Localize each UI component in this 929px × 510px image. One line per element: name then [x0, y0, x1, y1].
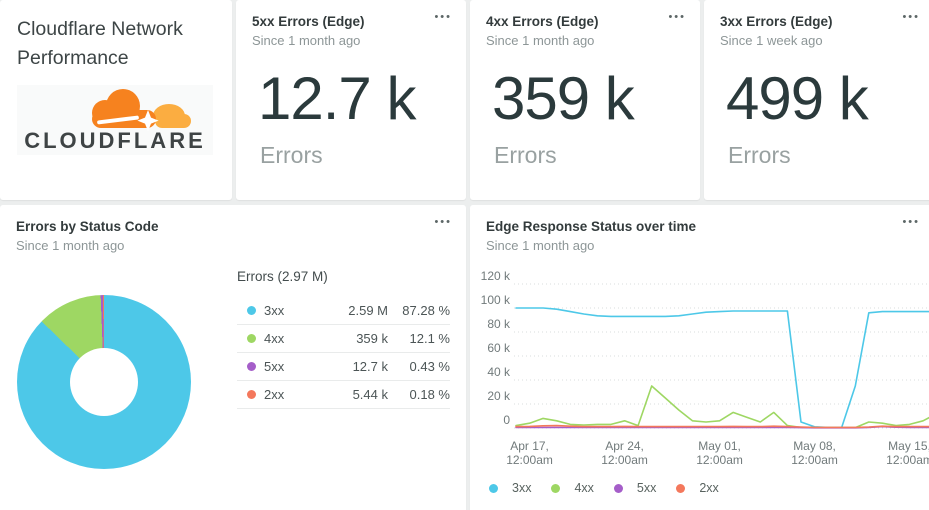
table-row-2xx: 2xx 5.44 k 0.18 %: [237, 381, 450, 409]
row-label: 3xx: [264, 303, 285, 318]
y-tick-label: 60 k: [487, 341, 511, 355]
metric-value: 359 k: [492, 65, 635, 132]
x-tick-label: 12:00am: [696, 453, 743, 467]
card-title: 3xx Errors (Edge): [720, 14, 833, 29]
x-tick-label: 12:00am: [886, 453, 929, 467]
card-title: Errors by Status Code: [16, 219, 159, 234]
metric-unit-label: Errors: [494, 142, 557, 168]
x-tick-label: Apr 17,: [510, 439, 549, 453]
card-subtitle: Since 1 month ago: [16, 238, 125, 253]
chart-legend: 3xx 4xx 5xx 2xx: [489, 481, 719, 495]
series-2xx: [515, 424, 929, 429]
y-tick-label: 120 k: [481, 269, 511, 283]
card-title: 5xx Errors (Edge): [252, 14, 365, 29]
ellipsis-menu-icon[interactable]: •••: [902, 11, 920, 23]
donut-chart[interactable]: [17, 295, 191, 469]
2xx-dot-icon: [676, 483, 686, 493]
x-tick-label: May 01,: [698, 439, 741, 453]
ellipsis-menu-icon[interactable]: •••: [668, 11, 686, 23]
legend-item-5xx[interactable]: 5xx: [613, 481, 657, 495]
y-tick-label: 100 k: [481, 293, 511, 307]
ellipsis-menu-icon[interactable]: •••: [902, 216, 920, 228]
x-tick-label: May 08,: [793, 439, 836, 453]
cloudflare-logo: CLOUDFLARE: [17, 85, 213, 155]
x-tick-label: 12:00am: [791, 453, 838, 467]
5xx-dot-icon: [247, 362, 256, 371]
x-tick-label: 12:00am: [601, 453, 648, 467]
row-label: 2xx: [264, 387, 285, 402]
legend-label: 5xx: [636, 481, 657, 495]
card-subtitle: Since 1 month ago: [486, 238, 595, 253]
metric-unit-label: Errors: [260, 142, 323, 168]
row-label: 5xx: [264, 359, 285, 374]
card-subtitle: Since 1 month ago: [486, 33, 595, 48]
x-tick-label: May 15,: [888, 439, 929, 453]
metric-value: 12.7 k: [258, 65, 416, 132]
metric-value: 499 k: [726, 65, 869, 132]
row-value: 12.7 k: [352, 359, 388, 374]
y-tick-label: 80 k: [487, 317, 511, 331]
y-tick-label: 20 k: [487, 389, 511, 403]
y-tick-label: 40 k: [487, 365, 511, 379]
x-tick-label: Apr 24,: [605, 439, 644, 453]
metric-unit-label: Errors: [728, 142, 791, 168]
legend-item-3xx[interactable]: 3xx: [489, 481, 531, 495]
ellipsis-menu-icon[interactable]: •••: [434, 216, 452, 228]
table-row-3xx: 3xx 2.59 M 87.28 %: [237, 297, 450, 325]
donut-hole: [70, 348, 138, 416]
edge-response-card: Edge Response Status over time Since 1 m…: [470, 205, 929, 510]
table-row-4xx: 4xx 359 k 12.1 %: [237, 325, 450, 353]
legend-item-2xx[interactable]: 2xx: [676, 481, 719, 495]
card-title: 4xx Errors (Edge): [486, 14, 599, 29]
3xx-dot-icon: [247, 306, 256, 315]
metric-card-5xx: 5xx Errors (Edge) Since 1 month ago ••• …: [236, 0, 466, 200]
logo-sparkle-icon: [137, 110, 159, 132]
logo-wordmark: CLOUDFLARE: [24, 128, 206, 153]
4xx-dot-icon: [247, 334, 256, 343]
status-table: Errors (2.97 M) 3xx 2.59 M 87.28 % 4xx 3…: [237, 269, 450, 409]
3xx-dot-icon: [489, 483, 498, 493]
logo-swoosh-icon: [97, 115, 139, 125]
legend-label: 3xx: [512, 481, 532, 495]
metric-card-3xx: 3xx Errors (Edge) Since 1 week ago ••• 4…: [704, 0, 929, 200]
series-4xx: [515, 385, 929, 429]
errors-by-status-card: Errors by Status Code Since 1 month ago …: [0, 205, 466, 510]
5xx-dot-icon: [613, 483, 623, 493]
cloudflare-logo-image: CLOUDFLARE: [24, 89, 206, 153]
dashboard-title: Cloudflare Network Performance: [17, 18, 183, 69]
row-percent: 0.18 %: [409, 387, 450, 402]
row-percent: 12.1 %: [409, 331, 450, 346]
2xx-dot-icon: [247, 390, 256, 399]
series-3xx: [515, 307, 929, 429]
metric-card-4xx: 4xx Errors (Edge) Since 1 month ago ••• …: [470, 0, 700, 200]
x-tick-label: 12:00am: [506, 453, 553, 467]
legend-label: 2xx: [699, 481, 719, 495]
y-tick-label: 0: [503, 413, 510, 427]
row-percent: 0.43 %: [409, 359, 450, 374]
table-row-5xx: 5xx 12.7 k 0.43 %: [237, 353, 450, 381]
4xx-dot-icon: [551, 483, 561, 493]
dashboard-title-card: Cloudflare Network Performance CLOUDFLAR…: [0, 0, 232, 200]
row-value: 2.59 M: [348, 303, 388, 318]
row-value: 359 k: [356, 331, 388, 346]
legend-item-4xx[interactable]: 4xx: [551, 481, 594, 495]
legend-label: 4xx: [574, 481, 594, 495]
row-value: 5.44 k: [352, 387, 388, 402]
ellipsis-menu-icon[interactable]: •••: [434, 11, 452, 23]
card-title: Edge Response Status over time: [486, 219, 697, 234]
card-subtitle: Since 1 month ago: [252, 33, 361, 48]
row-label: 4xx: [264, 331, 285, 346]
row-percent: 87.28 %: [402, 303, 450, 318]
status-table-header: Errors (2.97 M): [237, 269, 328, 284]
card-subtitle: Since 1 week ago: [720, 33, 823, 48]
